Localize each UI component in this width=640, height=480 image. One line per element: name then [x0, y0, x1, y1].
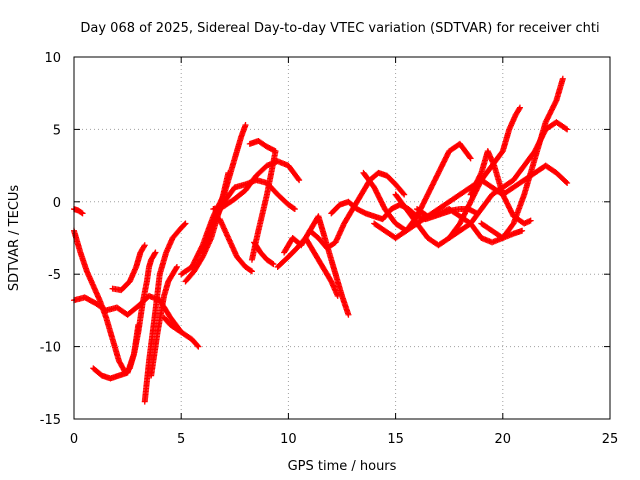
data-point [296, 177, 303, 184]
sat-trace-14 [246, 137, 279, 263]
data-point [141, 243, 148, 250]
data-point [345, 311, 352, 318]
data-point [269, 260, 276, 267]
sat-trace-12 [210, 158, 303, 213]
sat-trace-8 [161, 314, 185, 336]
data-point [247, 267, 254, 274]
y-tick-label: 10 [44, 51, 61, 66]
data-point [151, 250, 158, 257]
data-point [291, 206, 298, 213]
sat-trace-25 [467, 148, 534, 227]
sat-trace-17 [274, 235, 341, 299]
y-tick-label: -5 [48, 268, 61, 283]
data-point [195, 343, 202, 350]
data-point [173, 263, 180, 270]
data-point [177, 328, 184, 335]
sat-trace-26 [478, 220, 526, 241]
sat-trace-18 [306, 169, 408, 252]
data-point [181, 221, 188, 228]
data-point [400, 190, 407, 197]
y-tick-label: 0 [53, 196, 61, 211]
data-point [248, 256, 255, 263]
data-point [559, 75, 566, 82]
data-point [295, 175, 302, 182]
data-point [519, 227, 526, 234]
x-tick-label: 5 [177, 432, 185, 447]
data-point [401, 191, 408, 198]
sat-trace-13 [216, 216, 255, 275]
data-point [527, 217, 534, 224]
sat-trace-7 [148, 263, 180, 379]
x-tick-label: 25 [602, 432, 619, 447]
data-point [182, 220, 189, 227]
axis-ticks: 0 5 10 15 20 25 -15 -10 -5 0 5 10 [40, 51, 619, 447]
data-point [270, 261, 277, 268]
data-points [71, 75, 571, 405]
x-tick-label: 20 [495, 432, 512, 447]
data-point [141, 242, 148, 249]
data-point [225, 169, 232, 176]
sat-trace-6 [141, 220, 189, 405]
data-point [78, 209, 85, 216]
data-point [562, 125, 569, 132]
y-axis-label: SDTVAR / TECUs [7, 185, 22, 292]
data-point [173, 265, 180, 272]
sat-trace-4 [90, 249, 159, 382]
data-point [516, 105, 523, 112]
data-point [564, 126, 571, 133]
sat-trace-15 [251, 239, 277, 268]
data-point [564, 179, 571, 186]
data-point [334, 292, 341, 299]
y-tick-label: 5 [53, 123, 61, 138]
data-point [194, 342, 201, 349]
data-point [178, 329, 185, 336]
sat-trace-5 [109, 242, 148, 294]
y-tick-label: -10 [40, 341, 61, 356]
data-point [516, 104, 523, 111]
data-point [152, 249, 159, 256]
x-tick-label: 10 [280, 432, 297, 447]
data-point [79, 210, 86, 217]
sat-trace-24 [446, 104, 523, 241]
data-point [242, 122, 249, 129]
x-tick-label: 15 [387, 432, 404, 447]
chart-title: Day 068 of 2025, Sidereal Day-to-day VTE… [80, 21, 599, 36]
data-point [466, 154, 473, 161]
x-axis-label: GPS time / hours [288, 459, 397, 474]
data-point [563, 178, 570, 185]
data-point [467, 155, 474, 162]
plot-border [73, 56, 611, 420]
y-tick-label: -15 [40, 413, 61, 428]
data-point [290, 205, 297, 212]
x-tick-label: 0 [70, 432, 78, 447]
data-point [248, 268, 255, 275]
sat-trace-19 [328, 198, 481, 223]
